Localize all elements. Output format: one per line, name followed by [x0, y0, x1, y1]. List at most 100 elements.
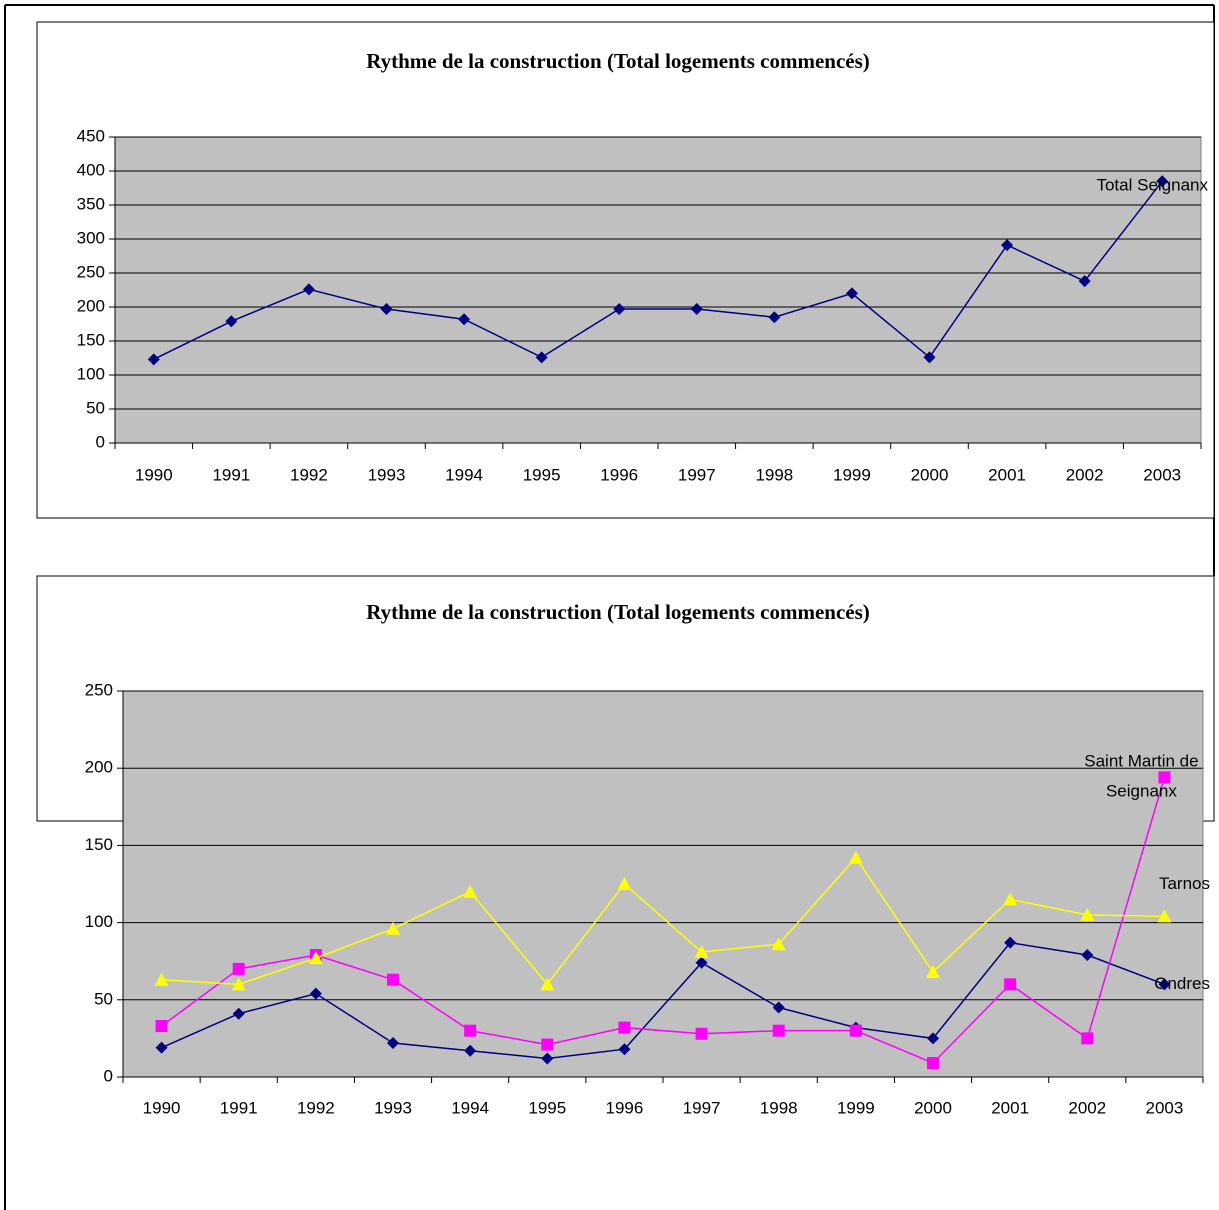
x-tick-label: 1995: [523, 465, 561, 484]
x-tick-label: 1995: [528, 1098, 566, 1117]
y-tick-label: 50: [86, 398, 105, 417]
marker: [231, 977, 246, 991]
y-tick-label: 100: [85, 912, 113, 931]
y-tick-label: 50: [94, 989, 113, 1008]
chart-title: Rythme de la construction (Total logemen…: [366, 600, 870, 624]
marker: [147, 353, 160, 366]
series-label: Saint Martin de Seignanx: [1084, 752, 1198, 801]
marker: [232, 1007, 245, 1020]
x-tick-label: 1993: [374, 1098, 412, 1117]
marker: [618, 1043, 631, 1056]
x-tick-label: 1992: [290, 465, 328, 484]
marker: [225, 315, 238, 328]
marker: [772, 1001, 785, 1014]
marker: [694, 944, 709, 958]
marker: [464, 1044, 477, 1057]
y-tick-label: 350: [77, 194, 105, 213]
y-tick-label: 150: [77, 330, 105, 349]
marker: [768, 311, 781, 324]
marker: [1081, 1032, 1094, 1045]
x-tick-label: 1992: [297, 1098, 335, 1117]
marker: [1078, 275, 1091, 288]
marker: [1156, 175, 1169, 188]
marker: [1004, 978, 1017, 991]
y-tick-label: 250: [85, 680, 113, 699]
marker: [695, 1027, 708, 1040]
marker: [1004, 936, 1017, 949]
x-tick-label: 2003: [1146, 1098, 1184, 1117]
x-tick-label: 2001: [988, 465, 1026, 484]
series-line: [161, 941, 1165, 1060]
marker: [308, 951, 323, 965]
x-tick-label: 2000: [914, 1098, 952, 1117]
marker: [926, 965, 940, 979]
marker: [618, 1021, 631, 1034]
marker: [923, 351, 936, 364]
x-tick-label: 2001: [991, 1098, 1029, 1117]
x-tick-label: 1993: [368, 465, 406, 484]
marker: [232, 962, 245, 975]
x-tick-label: 1996: [606, 1098, 644, 1117]
series-line: [161, 856, 1165, 986]
y-tick-label: 250: [77, 262, 105, 281]
marker: [1158, 978, 1171, 991]
chart-title: Rythme de la construction (Total logemen…: [366, 49, 870, 73]
marker: [695, 956, 708, 969]
marker: [613, 303, 626, 316]
marker: [463, 884, 478, 898]
series-line: [153, 180, 1163, 361]
marker: [155, 1020, 168, 1033]
marker: [690, 303, 703, 316]
x-tick-label: 1994: [451, 1098, 489, 1117]
marker: [464, 1024, 477, 1037]
x-tick-label: 1999: [833, 465, 871, 484]
y-tick-label: 100: [77, 364, 105, 383]
x-tick-label: 1998: [760, 1098, 798, 1117]
y-tick-label: 0: [104, 1066, 113, 1085]
x-tick-label: 2002: [1066, 465, 1104, 484]
x-tick-label: 1997: [678, 465, 716, 484]
y-tick-label: 300: [77, 228, 105, 247]
series-label: Total Seignanx: [1096, 176, 1208, 195]
marker: [1157, 909, 1172, 923]
marker: [535, 351, 548, 364]
x-tick-label: 1999: [837, 1098, 875, 1117]
marker: [848, 850, 863, 864]
x-tick-label: 1990: [143, 1098, 181, 1117]
marker: [540, 977, 555, 991]
y-tick-label: 450: [77, 126, 105, 145]
y-tick-label: 400: [77, 160, 105, 179]
x-tick-label: 1994: [445, 465, 483, 484]
marker: [154, 972, 169, 986]
marker: [617, 877, 632, 890]
marker: [309, 987, 322, 1000]
marker: [771, 937, 786, 951]
marker: [302, 283, 315, 296]
x-tick-label: 1990: [135, 465, 173, 484]
series-label: Ondres: [1154, 974, 1210, 993]
marker: [387, 1037, 399, 1050]
x-tick-label: 1997: [683, 1098, 721, 1117]
marker: [380, 303, 393, 316]
marker: [1001, 239, 1014, 252]
marker: [387, 973, 399, 986]
marker: [927, 1032, 939, 1045]
y-tick-label: 0: [96, 432, 105, 451]
x-tick-label: 2000: [911, 465, 949, 484]
marker: [155, 1041, 168, 1054]
x-tick-label: 1996: [600, 465, 638, 484]
marker: [1158, 771, 1171, 784]
marker: [541, 1038, 554, 1051]
marker: [1003, 892, 1018, 906]
marker: [1081, 949, 1094, 962]
plot-area: [122, 690, 1204, 1078]
plot-area: [114, 136, 1202, 444]
marker: [541, 1052, 554, 1065]
x-tick-label: 2003: [1143, 465, 1181, 484]
marker: [1080, 907, 1095, 921]
marker: [927, 1057, 939, 1070]
x-tick-label: 2002: [1068, 1098, 1106, 1117]
y-tick-label: 150: [85, 835, 113, 854]
x-tick-label: 1998: [755, 465, 793, 484]
